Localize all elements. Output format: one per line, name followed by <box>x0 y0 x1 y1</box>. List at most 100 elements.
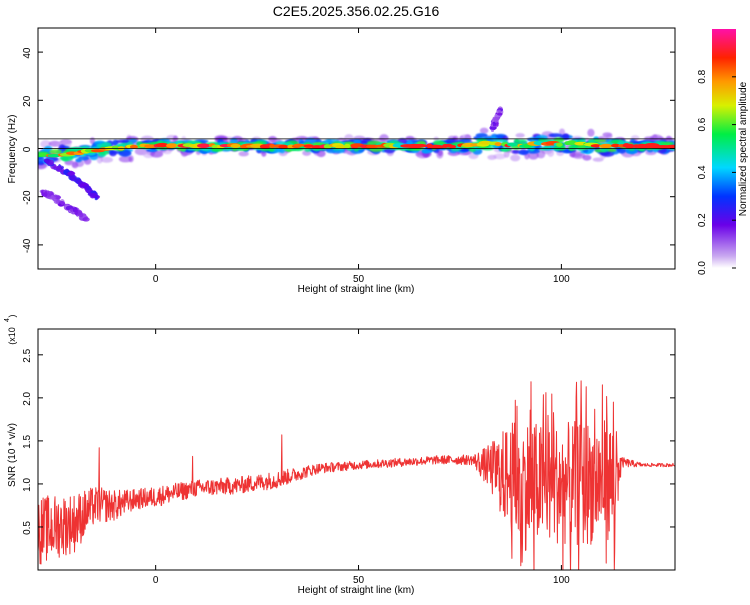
spectrogram-y-tick-label: 0 <box>22 146 33 152</box>
heatmap-cell <box>592 157 604 162</box>
heatmap-cell <box>558 128 566 136</box>
spectrogram-x-tick-label: 100 <box>553 274 570 285</box>
spectrogram-x-axis-label: Height of straight line (km) <box>298 284 415 295</box>
heatmap-cell <box>507 142 518 147</box>
heatmap-cell <box>421 149 429 154</box>
spectrogram-ticks: 0 50 100 -40 -20 0 20 40 <box>22 28 675 285</box>
heatmap-cell <box>510 154 521 162</box>
heatmap-cell <box>45 158 50 164</box>
heatmap-cell <box>497 109 501 113</box>
spectrogram-y-tick-label: 20 <box>22 95 33 107</box>
spectrogram-heatmap <box>38 106 675 222</box>
heatmap-cell <box>448 145 457 149</box>
heatmap-cell <box>479 127 489 134</box>
heatmap-cell <box>492 121 496 127</box>
heatmap-cell <box>100 156 114 163</box>
heatmap-cell <box>547 148 555 157</box>
heatmap-cell <box>47 154 61 158</box>
colorbar-ticks: 0.0 0.2 0.4 0.6 0.8 <box>697 69 736 275</box>
heatmap-cell <box>566 140 577 146</box>
heatmap-cell <box>487 154 497 160</box>
heatmap-cell <box>80 182 88 187</box>
snr-y-tick-label: 1.0 <box>22 478 33 492</box>
colorbar-tick-label: 0.2 <box>697 213 708 227</box>
heatmap-cell <box>49 149 62 155</box>
heatmap-cell <box>59 201 65 205</box>
heatmap-cell <box>82 217 90 222</box>
snr-y-tick-label: 2.0 <box>22 391 33 405</box>
heatmap-cell <box>413 143 428 148</box>
heatmap-cell <box>503 149 510 158</box>
snr-y-tick-label: 1.5 <box>22 435 33 449</box>
heatmap-cell <box>590 144 602 148</box>
spectrogram-y-tick-label: -20 <box>22 190 33 205</box>
heatmap-cell <box>594 139 607 143</box>
heatmap-cell <box>197 143 211 149</box>
snr-y-tick-label: 2.5 <box>22 348 33 362</box>
heatmap-cell <box>429 144 444 150</box>
heatmap-cell <box>156 142 169 148</box>
heatmap-cell <box>90 192 98 198</box>
heatmap-cell <box>61 156 69 162</box>
spectrogram-x-tick-label: 0 <box>153 274 159 285</box>
snr-x-tick-label: 50 <box>353 575 365 586</box>
heatmap-cell <box>460 138 472 143</box>
heatmap-cell <box>268 137 276 142</box>
snr-scale-label: (x10 <box>7 327 17 345</box>
snr-series <box>38 380 675 570</box>
heatmap-cell <box>118 155 133 163</box>
colorbar-tick-label: 0.6 <box>697 117 708 131</box>
heatmap-cell <box>494 142 502 147</box>
heatmap-cell <box>606 148 617 153</box>
heatmap-cell <box>129 144 138 149</box>
heatmap-cell <box>238 151 249 157</box>
heatmap-cell <box>230 143 241 149</box>
heatmap-cell <box>74 209 78 216</box>
heatmap-cell <box>660 141 675 146</box>
heatmap-cell <box>494 139 508 143</box>
snr-scale-exponent: 4 <box>4 318 11 322</box>
heatmap-cell <box>494 117 498 123</box>
heatmap-cell <box>513 138 519 144</box>
spectrogram-y-tick-label: -40 <box>22 238 33 253</box>
heatmap-cell <box>70 208 74 212</box>
heatmap-cell <box>652 134 658 143</box>
snr-y-axis-label: SNR (10 * v/v) <box>7 423 18 487</box>
heatmap-cell <box>611 143 620 148</box>
snr-line <box>38 380 675 570</box>
heatmap-cell <box>55 165 62 172</box>
heatmap-cell <box>493 153 506 160</box>
heatmap-cell <box>496 112 503 116</box>
spectrogram-x-tick-label: 50 <box>353 274 365 285</box>
heatmap-cell <box>605 134 613 139</box>
snr-scale-note: (x10 4 ) <box>4 315 17 345</box>
heatmap-cell <box>335 144 347 149</box>
colorbar-label: Normalized spectral amplitude <box>738 81 749 216</box>
heatmap-cell <box>475 133 488 138</box>
snr-ticks: 0 50 100 0.5 1.0 1.5 2.0 2.5 <box>22 329 675 586</box>
heatmap-cell <box>41 192 46 196</box>
snr-x-tick-label: 100 <box>553 575 570 586</box>
snr-x-tick-label: 0 <box>153 575 159 586</box>
heatmap-cell <box>600 147 609 153</box>
heatmap-cell <box>548 133 563 138</box>
heatmap-cell <box>150 150 164 158</box>
heatmap-cell <box>75 158 82 163</box>
heatmap-cell <box>78 212 84 218</box>
heatmap-cell <box>278 144 289 149</box>
colorbar-tick-label: 0.4 <box>697 165 708 179</box>
page-title: C2E5.2025.356.02.25.G16 <box>273 3 440 19</box>
heatmap-cell <box>53 198 61 205</box>
heatmap-cell <box>587 128 595 137</box>
snr-panel: 0 50 100 0.5 1.0 1.5 2.0 2.5 Height of straight… <box>4 315 676 596</box>
colorbar: 0.0 0.2 0.4 0.6 0.8 Normalized spectral ampl… <box>697 29 749 275</box>
colorbar-gradient <box>712 29 736 268</box>
heatmap-cell <box>94 197 98 201</box>
spectrogram-y-tick-label: 40 <box>22 47 33 59</box>
heatmap-cell <box>166 143 178 148</box>
snr-x-axis-label: Height of straight line (km) <box>298 585 415 596</box>
heatmap-cell <box>293 143 306 147</box>
snr-frame <box>37 328 676 571</box>
